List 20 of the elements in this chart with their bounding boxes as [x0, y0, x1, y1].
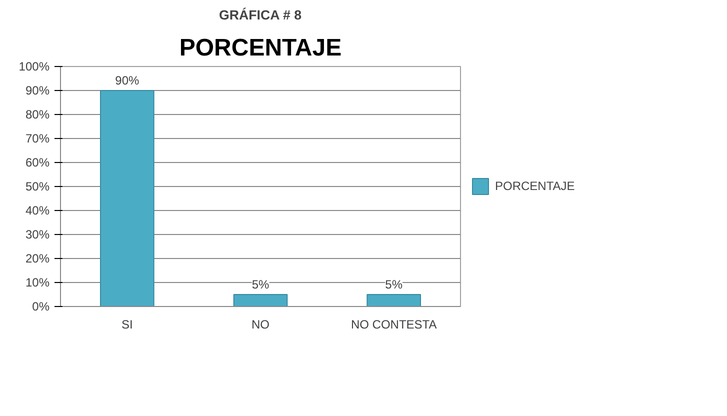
- x-tick-label: SI: [122, 318, 133, 332]
- x-tick-label: NO CONTESTA: [350, 318, 437, 332]
- x-tick-label: NO: [252, 318, 270, 332]
- y-tick-label: 100%: [18, 60, 50, 74]
- chart-subtitle: PORCENTAJE: [179, 34, 342, 62]
- y-tick-label: 90%: [25, 84, 50, 98]
- y-tick-label: 70%: [25, 132, 50, 146]
- chart-title: GRÁFICA # 8: [219, 8, 302, 22]
- y-tick-label: 60%: [25, 156, 50, 170]
- y-tick-label: 80%: [25, 108, 50, 122]
- text: 5%: [385, 278, 403, 292]
- text: 5%: [252, 278, 270, 292]
- text: 90%: [115, 74, 140, 88]
- y-tick-label: 10%: [25, 276, 50, 290]
- y-tick-label: 0%: [32, 300, 50, 314]
- y-tick-label: 20%: [25, 252, 50, 266]
- y-tick-label: 30%: [25, 228, 50, 242]
- legend-label: PORCENTAJE: [495, 179, 575, 193]
- y-tick-label: 50%: [25, 180, 50, 194]
- y-tick-label: 40%: [25, 204, 50, 218]
